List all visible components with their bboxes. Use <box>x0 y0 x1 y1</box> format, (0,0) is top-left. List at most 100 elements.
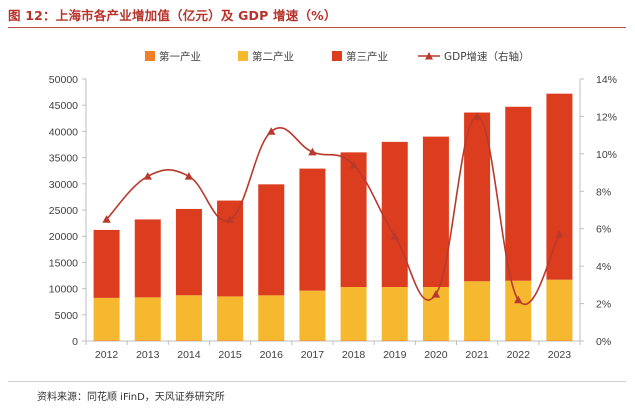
left-tick-label: 45000 <box>49 100 78 112</box>
left-tick-label: 10000 <box>49 284 78 296</box>
x-tick-label: 2023 <box>548 349 572 361</box>
primary-industry-bar <box>217 340 244 341</box>
left-tick-label: 15000 <box>49 257 78 269</box>
left-tick-label: 25000 <box>49 205 78 217</box>
gdp-line-series <box>102 112 564 305</box>
right-tick-label: 6% <box>596 224 611 236</box>
gdp-point-marker <box>184 172 194 180</box>
primary-industry-bar <box>340 340 367 341</box>
secondary-industry-bar <box>175 295 202 341</box>
right-tick-label: 4% <box>596 261 611 273</box>
x-tick-label: 2021 <box>465 349 489 361</box>
gdp-point-marker <box>431 290 441 298</box>
secondary-industry-bar <box>134 297 161 341</box>
primary-industry-bar <box>546 340 573 341</box>
source-note: 资料来源：同花顺 iFinD，天风证券研究所 <box>37 392 225 403</box>
secondary-industry-bar <box>464 281 491 341</box>
tertiary-industry-bar <box>340 152 367 288</box>
primary-industry-bar <box>505 340 532 341</box>
gdp-point-marker <box>555 230 564 238</box>
tertiary-industry-bar <box>258 184 285 296</box>
tertiary-industry-bar <box>299 168 326 291</box>
gdp-point-marker <box>225 215 235 223</box>
x-tick-label: 2014 <box>177 349 201 361</box>
tertiary-industry-bar <box>217 200 244 297</box>
x-tick-label: 2013 <box>136 349 160 361</box>
tertiary-industry-bar <box>93 229 120 298</box>
right-tick-label: 0% <box>596 336 611 348</box>
gdp-growth-line <box>106 115 561 305</box>
gdp-point-marker <box>472 112 482 120</box>
footer-divider <box>8 381 626 382</box>
secondary-industry-bar <box>546 279 573 341</box>
tertiary-industry-bar <box>134 219 161 298</box>
chart-axes: 0 5000 10000 15000 20000 25000 30000 35000 40000… <box>49 74 617 361</box>
primary-industry-bar <box>381 340 408 341</box>
tertiary-industry-bar <box>381 141 408 288</box>
left-tick-label: 5000 <box>55 310 79 322</box>
secondary-industry-bar <box>381 287 408 341</box>
primary-industry-bar <box>134 340 161 341</box>
legend-swatch <box>145 51 155 61</box>
legend-label: GDP增速（右轴） <box>444 50 530 63</box>
primary-industry-bar <box>93 340 120 341</box>
left-tick-label: 50000 <box>49 74 78 86</box>
right-tick-label: 8% <box>596 186 611 198</box>
right-tick-label: 12% <box>596 111 617 123</box>
primary-industry-bar <box>175 340 202 341</box>
primary-industry-bar <box>422 340 449 341</box>
figure-title: 图 12：上海市各产业增加值（亿元）及 GDP 增速（%） <box>8 8 337 23</box>
legend-marker <box>425 52 433 60</box>
legend-swatch <box>238 51 248 61</box>
legend-label: 第一产业 <box>159 50 201 63</box>
gdp-point-marker <box>267 127 276 135</box>
secondary-industry-bar <box>217 296 244 341</box>
tertiary-industry-bar <box>422 136 449 288</box>
right-tick-label: 10% <box>596 149 617 161</box>
secondary-industry-bar <box>258 295 285 341</box>
right-tick-label: 14% <box>596 74 617 86</box>
legend-secondary-industry: 第二产业 <box>238 50 294 63</box>
x-tick-label: 2015 <box>218 349 242 361</box>
legend-tertiary-industry: 第三产业 <box>332 50 388 63</box>
secondary-industry-bar <box>299 290 326 341</box>
legend-primary-industry: 第一产业 <box>145 50 201 63</box>
tertiary-industry-bar <box>546 93 573 280</box>
legend-label: 第三产业 <box>346 50 388 63</box>
tertiary-industry-bar <box>505 106 532 281</box>
primary-industry-bar <box>464 340 491 341</box>
gdp-point-marker <box>308 147 317 156</box>
x-tick-label: 2016 <box>260 349 284 361</box>
tertiary-industry-bar <box>464 112 491 282</box>
secondary-industry-bar <box>505 280 532 341</box>
secondary-industry-bar <box>340 287 367 341</box>
legend-swatch <box>332 51 342 61</box>
gdp-point-marker <box>349 160 358 169</box>
left-tick-label: 35000 <box>49 153 78 165</box>
gdp-point-marker <box>390 232 399 240</box>
gdp-point-marker <box>102 215 111 223</box>
tertiary-industry-bar <box>175 208 202 296</box>
x-tick-label: 2022 <box>507 349 531 361</box>
left-tick-label: 30000 <box>49 179 78 191</box>
title-divider <box>8 27 626 28</box>
x-tick-label: 2018 <box>342 349 366 361</box>
left-tick-label: 40000 <box>49 126 78 138</box>
chart-legend: 第一产业 第二产业 第三产业 GDP增速（右轴） <box>145 50 530 63</box>
gdp-point-marker <box>514 295 523 304</box>
x-tick-label: 2020 <box>424 349 448 361</box>
bar-series <box>93 93 573 341</box>
left-tick-label: 0 <box>72 336 78 348</box>
x-tick-label: 2017 <box>301 349 325 361</box>
right-tick-label: 2% <box>596 299 611 311</box>
x-tick-label: 2019 <box>383 349 407 361</box>
secondary-industry-bar <box>93 297 120 341</box>
primary-industry-bar <box>299 340 326 341</box>
gdp-point-marker <box>143 172 152 180</box>
x-tick-label: 2012 <box>95 349 119 361</box>
primary-industry-bar <box>258 340 285 341</box>
legend-label: 第二产业 <box>252 50 294 63</box>
left-tick-label: 20000 <box>49 231 78 243</box>
legend-gdp-growth: GDP增速（右轴） <box>418 50 530 63</box>
